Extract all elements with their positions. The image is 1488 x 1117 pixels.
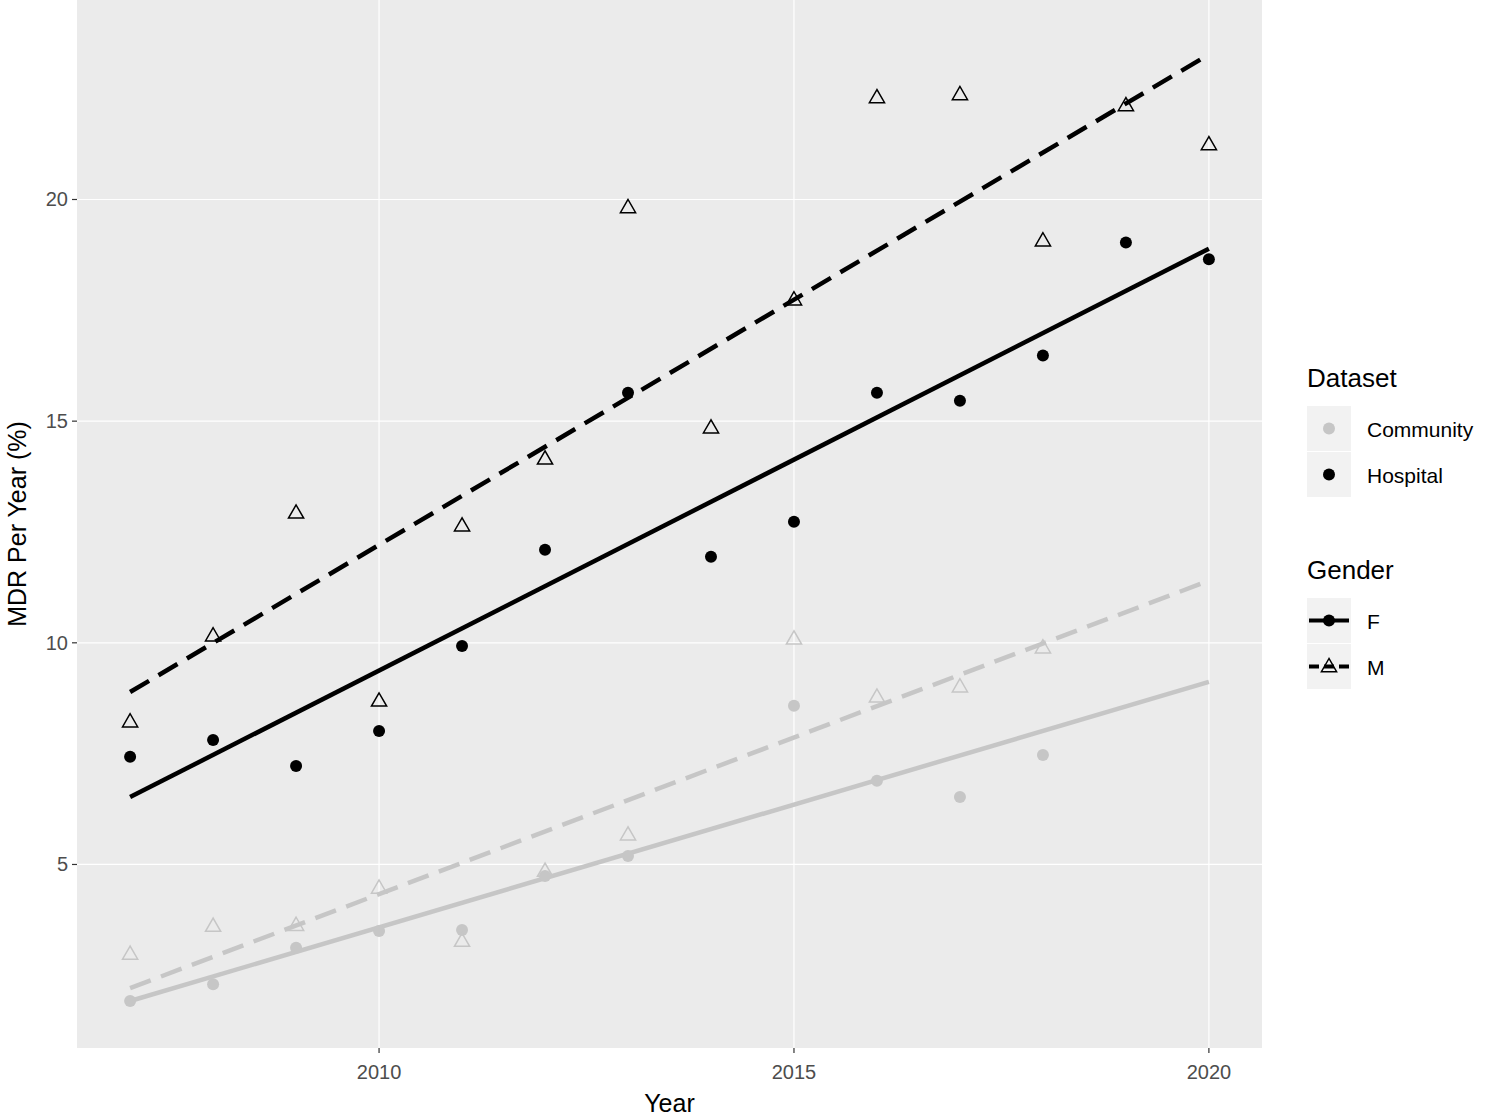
point (703, 420, 718, 433)
tick-label: 2020 (1187, 1061, 1232, 1083)
point (124, 995, 136, 1007)
tick (72, 864, 77, 865)
point (207, 734, 219, 746)
point (124, 751, 136, 763)
point (290, 760, 302, 772)
plot-panel (77, 0, 1262, 1048)
trend-line (130, 249, 1209, 797)
point (1037, 749, 1049, 761)
grid-line (77, 864, 1262, 865)
legend-title: Dataset (1307, 363, 1397, 393)
point (454, 933, 469, 946)
point (123, 946, 138, 959)
point (869, 689, 884, 702)
point (537, 451, 552, 464)
point (288, 917, 303, 930)
point (786, 631, 801, 644)
point (1203, 253, 1215, 265)
point (373, 925, 385, 937)
point (1035, 233, 1050, 246)
point (288, 505, 303, 518)
point (371, 693, 386, 706)
trend-line (130, 682, 1209, 1001)
tick-label: 5 (57, 853, 68, 875)
legend-key (1307, 452, 1351, 497)
point (620, 827, 635, 840)
grid-line (77, 199, 1262, 200)
legend-label: Hospital (1367, 464, 1443, 487)
point (205, 918, 220, 931)
point (952, 679, 967, 692)
chart: 5 10 15 20 2010 2015 2020 Year MDR Per Year (%) D… (0, 0, 1488, 1117)
grid-line (1208, 0, 1209, 1048)
point (371, 880, 386, 893)
legend-label: M (1367, 656, 1385, 679)
legend-title: Gender (1307, 555, 1394, 585)
tick (793, 1048, 794, 1053)
point (788, 700, 800, 712)
tick (1208, 1048, 1209, 1053)
tick-label: 15 (46, 410, 68, 432)
point (620, 199, 635, 212)
point (456, 640, 468, 652)
grid-line (378, 0, 379, 1048)
point (622, 850, 634, 862)
legend-marker (1323, 615, 1335, 627)
point (207, 978, 219, 990)
point (1118, 98, 1133, 111)
legend-marker (1323, 423, 1335, 435)
legend-key (1307, 598, 1351, 643)
point (290, 942, 302, 954)
point (705, 551, 717, 563)
tick-label: 20 (46, 188, 68, 210)
legend-marker (1323, 469, 1335, 481)
point (1120, 236, 1132, 248)
point (373, 725, 385, 737)
data-layer (123, 55, 1217, 1007)
point (1201, 137, 1216, 150)
point (952, 86, 967, 99)
tick-label: 2015 (772, 1061, 817, 1083)
point (786, 292, 801, 305)
tick (72, 421, 77, 422)
tick (378, 1048, 379, 1053)
point (954, 395, 966, 407)
trend-line (130, 581, 1209, 988)
point (454, 518, 469, 531)
grid-line (77, 421, 1262, 422)
point (1037, 350, 1049, 362)
point (1035, 640, 1050, 653)
point (537, 863, 552, 876)
axis-title: Year (644, 1089, 695, 1117)
point (871, 387, 883, 399)
point (539, 544, 551, 556)
point (123, 714, 138, 727)
grid-line (77, 642, 1262, 643)
trend-line (130, 55, 1209, 692)
point (954, 791, 966, 803)
point (788, 516, 800, 528)
legend-label: F (1367, 610, 1380, 633)
tick-label: 10 (46, 632, 68, 654)
point (871, 775, 883, 787)
tick (72, 199, 77, 200)
legend-key (1307, 644, 1351, 689)
tick (72, 642, 77, 643)
legend-label: Community (1367, 418, 1474, 441)
axis-title: MDR Per Year (%) (3, 421, 31, 627)
point (869, 90, 884, 103)
point (205, 628, 220, 641)
background (0, 0, 1488, 1117)
legend-key (1307, 406, 1351, 451)
legend-marker (1321, 659, 1336, 672)
tick-label: 2010 (357, 1061, 402, 1083)
legend-line (1309, 665, 1349, 669)
